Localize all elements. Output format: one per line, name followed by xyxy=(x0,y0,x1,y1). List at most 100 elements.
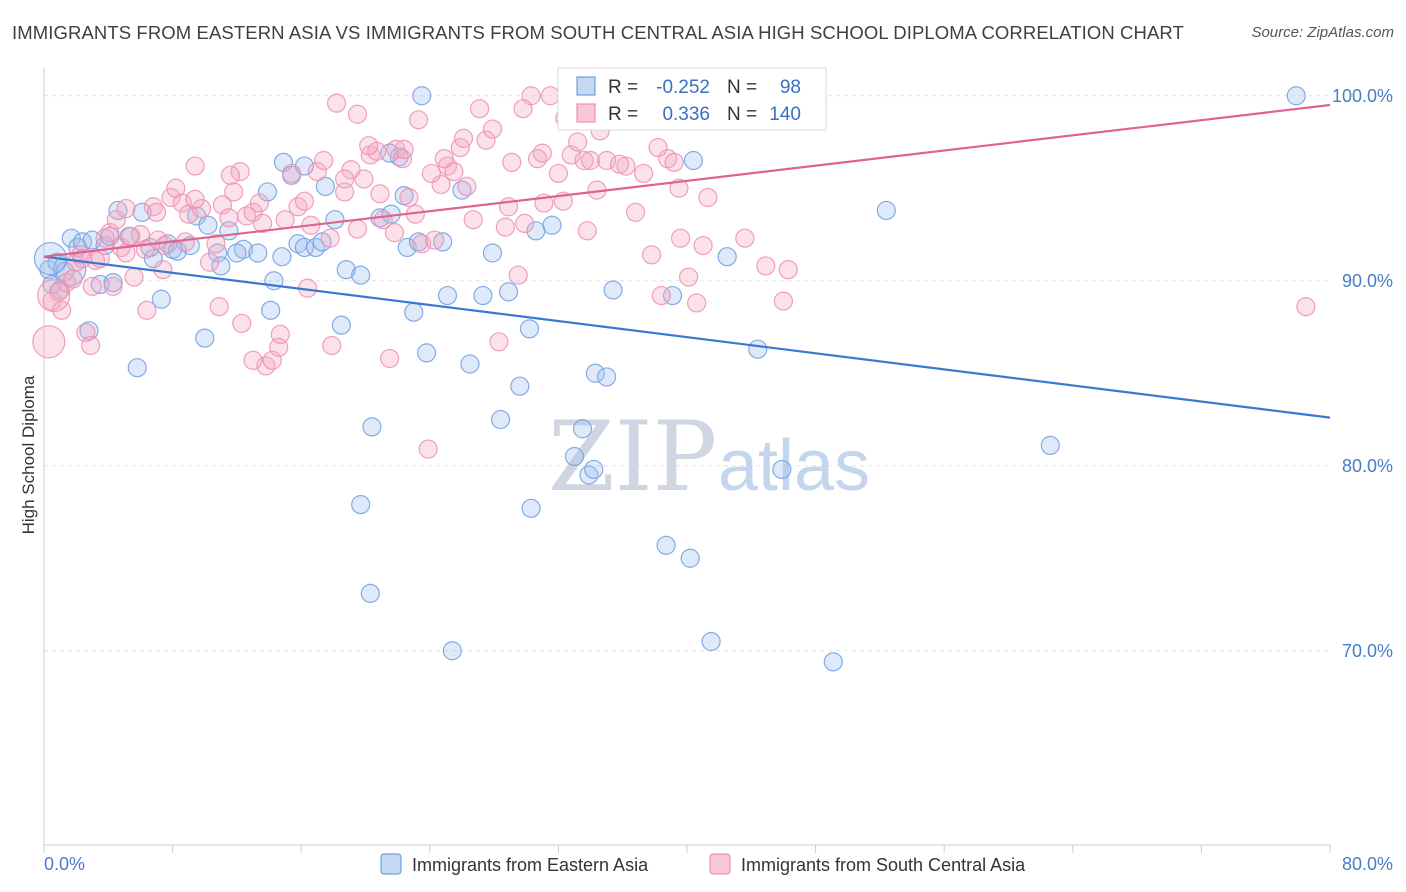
trend-lines xyxy=(43,103,1331,419)
legend-label-south-central-asia: Immigrants from South Central Asia xyxy=(741,855,1026,875)
x-tick-label-max: 80.0% xyxy=(1342,854,1393,874)
point-s1-96 xyxy=(670,228,691,248)
point-s1-22 xyxy=(161,187,181,208)
point-s1-133 xyxy=(648,137,668,158)
point-s1-127 xyxy=(532,143,552,163)
point-s0-52 xyxy=(490,409,511,430)
stats-r-label-south-central-asia: R = xyxy=(608,104,638,125)
y-tick-label-2: 90.0% xyxy=(1342,271,1393,291)
point-s1-111 xyxy=(243,350,263,370)
point-s0-46 xyxy=(416,343,437,363)
point-s0-81 xyxy=(351,495,371,515)
point-s1-132 xyxy=(625,202,646,222)
point-s1-139 xyxy=(121,226,141,246)
point-s0-26 xyxy=(248,243,268,263)
stats-swatch-south-central-asia xyxy=(576,103,596,123)
point-s1-43 xyxy=(294,191,315,211)
point-s0-65 xyxy=(656,535,676,555)
point-s0-21 xyxy=(198,215,218,235)
point-s1-143 xyxy=(253,213,273,233)
point-s1-73 xyxy=(489,332,509,352)
point-s1-99 xyxy=(698,187,718,208)
point-s1-75 xyxy=(502,152,522,172)
point-s1-66 xyxy=(444,162,464,182)
point-s0-50 xyxy=(473,285,493,306)
point-s1-114 xyxy=(322,335,342,356)
watermark: ZIP atlas xyxy=(548,401,870,513)
stats-box-frame xyxy=(557,67,827,131)
point-s0-48 xyxy=(437,285,458,306)
point-s0-68 xyxy=(683,150,704,171)
point-s0-43 xyxy=(397,237,417,258)
point-s1-89 xyxy=(597,150,617,171)
point-s0-37 xyxy=(336,260,356,280)
point-s0-62 xyxy=(585,363,605,383)
point-s0-16 xyxy=(151,289,171,309)
point-s0-54 xyxy=(510,376,530,396)
point-s0-58 xyxy=(564,446,585,467)
point-s1-90 xyxy=(616,156,636,176)
point-s0-83 xyxy=(521,498,541,518)
point-s0-74 xyxy=(876,200,896,221)
point-s1-47 xyxy=(320,228,340,248)
point-s0-59 xyxy=(572,419,593,439)
point-s0-79 xyxy=(412,86,432,106)
point-s1-123 xyxy=(434,149,454,169)
point-s1-98 xyxy=(687,293,707,313)
y-tick-label-3: 100.0% xyxy=(1332,86,1393,106)
point-s1-71 xyxy=(476,130,496,150)
x-tick-label-min: 0.0% xyxy=(44,854,85,874)
point-s1-142 xyxy=(220,165,241,185)
point-s1-124 xyxy=(453,128,474,148)
point-s0-14 xyxy=(132,202,152,222)
point-s1-52 xyxy=(354,169,374,189)
point-s1-118 xyxy=(370,184,390,204)
point-s1-104 xyxy=(103,276,123,296)
point-s1-134 xyxy=(669,178,689,198)
point-s0-45 xyxy=(404,302,424,322)
point-s1-110 xyxy=(232,313,252,333)
point-s1-56 xyxy=(380,348,400,369)
point-s1-76 xyxy=(508,265,528,285)
point-s1-119 xyxy=(384,223,405,243)
point-s0-71 xyxy=(748,339,768,359)
point-s0-51 xyxy=(482,243,503,263)
point-s1-45 xyxy=(307,162,327,182)
point-s1-95 xyxy=(664,152,684,172)
point-s1-136 xyxy=(735,228,755,248)
point-s1-77 xyxy=(515,213,535,233)
point-s1-68 xyxy=(457,176,477,196)
point-s1-59 xyxy=(399,187,419,208)
point-s0-72 xyxy=(772,459,792,480)
trend-line-s0 xyxy=(43,255,1331,419)
y-tick-label-1: 80.0% xyxy=(1342,456,1393,476)
point-s1-63 xyxy=(425,230,445,250)
point-s1-116 xyxy=(347,219,368,239)
point-s1-57 xyxy=(386,139,406,159)
point-s0-61 xyxy=(584,459,604,480)
y-axis-label: High School Diploma xyxy=(19,375,38,534)
point-s1-103 xyxy=(82,276,102,296)
x-tick-marks xyxy=(43,845,1331,853)
point-s0-92 xyxy=(257,182,278,202)
point-s1-105 xyxy=(116,199,136,219)
stats-n-label-eastern-asia: N = xyxy=(727,77,757,98)
stats-n-value-south-central-asia: 140 xyxy=(769,104,801,125)
point-s0-28 xyxy=(261,300,281,320)
point-s0-53 xyxy=(498,282,519,302)
point-s0-91 xyxy=(272,247,292,267)
legend: Immigrants from Eastern Asia Immigrants … xyxy=(380,853,1026,875)
point-s1-41 xyxy=(281,163,302,184)
point-s0-36 xyxy=(331,315,351,335)
point-s1-24 xyxy=(172,193,192,213)
point-s0-38 xyxy=(351,265,371,285)
point-s0-23 xyxy=(211,256,231,276)
point-s1-48 xyxy=(326,93,347,113)
point-s1-72 xyxy=(482,119,503,139)
point-s0-80 xyxy=(442,641,462,661)
point-s1-21 xyxy=(154,236,175,256)
point-s1-82 xyxy=(548,163,569,184)
point-s0-76 xyxy=(1286,86,1306,106)
stats-r-value-south-central-asia: 0.336 xyxy=(662,104,710,125)
trend-line-s1 xyxy=(43,103,1331,258)
